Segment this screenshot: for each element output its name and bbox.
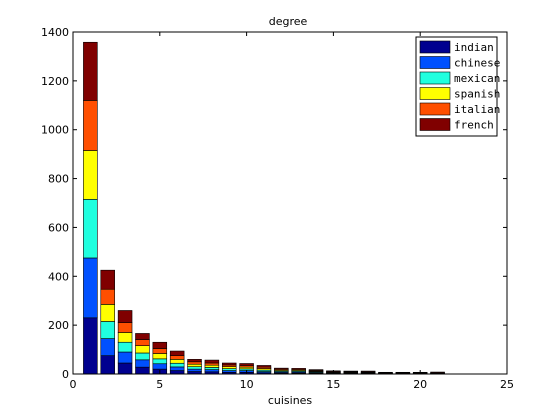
bar-segment-italian (100, 288, 115, 305)
bar-segment-italian (187, 361, 202, 365)
bar-segment-french (117, 310, 133, 324)
bar-segment-chinese (187, 368, 202, 372)
bar-segment-italian (204, 362, 220, 366)
bar-segment-italian (169, 355, 185, 360)
bar-segment-chinese (169, 366, 185, 371)
bar-segment-french (221, 362, 237, 366)
bar-segment-indian (135, 366, 150, 375)
legend-label-spanish: spanish (454, 88, 500, 101)
bar-segment-french (256, 365, 272, 368)
x-tick-label: 15 (326, 378, 340, 391)
bar-segment-italian (83, 100, 98, 151)
bar-segment-spanish (135, 345, 150, 354)
bar-segment-french (135, 333, 150, 340)
bar-segment-chinese (100, 338, 115, 356)
x-tick-label: 20 (413, 378, 427, 391)
bar-segment-french (430, 371, 445, 374)
chart-legend: indian chinese mexican spanish italian french (415, 36, 500, 137)
bar-segment-french (360, 370, 376, 373)
x-tick-label: 5 (156, 378, 163, 391)
bar-segment-spanish (117, 332, 133, 343)
bar-segment-spanish (169, 359, 185, 364)
x-axis-label: cuisines (268, 394, 313, 407)
bar-segment-indian (83, 317, 98, 375)
y-tick-label: 600 (48, 221, 69, 234)
y-tick-label: 400 (48, 270, 69, 283)
legend-swatch-mexican (419, 71, 451, 85)
bar-segment-italian (152, 348, 168, 354)
legend-label-chinese: chinese (454, 57, 500, 70)
bar-segment-mexican (169, 362, 185, 368)
legend-swatch-italian (419, 102, 451, 116)
bar-segment-spanish (100, 304, 115, 322)
bar-segment-mexican (204, 367, 220, 370)
chart-title: degree (269, 15, 308, 28)
bar-segment-french (152, 341, 168, 349)
legend-swatch-chinese (419, 56, 451, 69)
legend-label-french: french (454, 119, 494, 132)
bar-segment-french (274, 367, 289, 370)
bar-segment-chinese (117, 351, 133, 364)
axes-frame (72, 31, 508, 375)
bar-segment-french (291, 368, 306, 370)
bar-segment-french (100, 269, 115, 290)
legend-label-italian: italian (454, 103, 500, 116)
bar-segment-mexican (83, 199, 98, 259)
legend-swatch-spanish (419, 87, 451, 100)
legend-swatch-french (419, 118, 451, 131)
legend-label-mexican: mexican (454, 72, 500, 85)
bar-segment-spanish (204, 364, 220, 368)
bar-segment-spanish (187, 363, 202, 367)
y-tick-label: 800 (48, 173, 69, 186)
bar-segment-spanish (83, 150, 98, 200)
y-tick-label: 0 (62, 368, 69, 381)
x-tick-label: 0 (70, 378, 77, 391)
y-tick-label: 1400 (41, 26, 69, 39)
legend-label-indian: indian (454, 41, 494, 54)
bar-segment-indian (169, 370, 185, 375)
bar-segment-chinese (204, 369, 220, 373)
bar-segment-french (83, 41, 98, 101)
bar-segment-french (169, 350, 185, 356)
bar-segment-mexican (187, 366, 202, 370)
bar-stack-group (83, 41, 445, 375)
bar-segment-chinese (152, 363, 168, 370)
bar-segment-indian (100, 355, 115, 375)
x-tick-label: 25 (500, 378, 514, 391)
bar-segment-mexican (152, 358, 168, 365)
bar-segment-french (204, 359, 220, 364)
bar-segment-italian (117, 322, 133, 333)
legend-swatch-indian (419, 40, 451, 54)
bar-segment-chinese (83, 257, 98, 319)
bar-segment-french (308, 369, 324, 371)
bar-segment-mexican (135, 352, 150, 361)
axis-ticks: 0 5 10 15 20 25 0 200 400 600 800 1000 1200 1400 (41, 26, 514, 391)
bar-segment-indian (117, 362, 133, 375)
x-tick-label: 10 (240, 378, 254, 391)
bar-segment-mexican (117, 341, 133, 353)
bar-segment-french (239, 363, 254, 366)
bar-segment-mexican (100, 321, 115, 339)
y-tick-label: 1200 (41, 75, 69, 88)
y-tick-label: 200 (48, 319, 69, 332)
bar-segment-french (187, 359, 202, 363)
y-tick-label: 1000 (41, 124, 69, 137)
bar-segment-spanish (152, 353, 168, 360)
bar-segment-chinese (135, 359, 150, 368)
bar-segment-italian (135, 339, 150, 346)
